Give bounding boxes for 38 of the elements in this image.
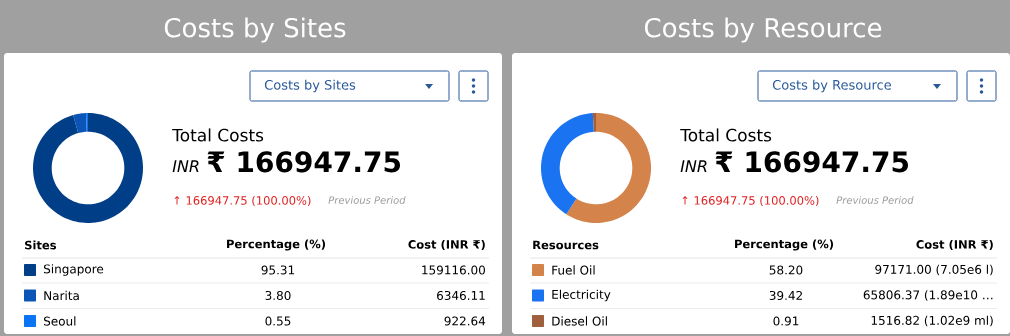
text: 6346.11 bbox=[437, 290, 485, 301]
text: ↑ 166947.75 (100.00%) bbox=[682, 195, 819, 207]
text: 1516.82 (1.02e9 ml) bbox=[871, 315, 993, 327]
text: Previous Period bbox=[328, 196, 406, 204]
text: ↑ 166947.75 (100.00%) bbox=[174, 195, 311, 207]
text: ₹ 166947.75 bbox=[207, 151, 401, 173]
text: Total Costs bbox=[680, 128, 772, 142]
text: ₹ 166947.75 bbox=[715, 151, 909, 173]
data-label: 3.80 bbox=[265, 290, 291, 301]
legend-label: Fuel Oil bbox=[552, 265, 595, 275]
text: 159116.00 bbox=[422, 265, 485, 275]
legend-title: Resources bbox=[533, 240, 599, 250]
text: Percentage (%) bbox=[735, 239, 834, 251]
text: Previous Period bbox=[836, 196, 914, 204]
legend-label: Narita bbox=[44, 290, 79, 301]
legend-title: Sites bbox=[25, 240, 57, 250]
data-label: 58.20 bbox=[769, 265, 803, 275]
text: 65806.37 (1.89e10 … bbox=[863, 290, 993, 301]
legend-label: Singapore bbox=[44, 264, 104, 276]
text: Cost (INR ₹) bbox=[916, 239, 993, 251]
legend-label: Diesel Oil bbox=[552, 316, 607, 326]
chart-title: Costs by Resource bbox=[644, 17, 882, 43]
data-label: 39.42 bbox=[769, 290, 802, 301]
text: INR bbox=[680, 160, 707, 172]
text: 922.64 bbox=[444, 316, 486, 326]
text: INR bbox=[172, 160, 199, 172]
text: Percentage (%) bbox=[227, 239, 326, 251]
text: 97171.00 (7.05e6 l) bbox=[875, 264, 993, 276]
legend-label: Electricity bbox=[552, 289, 611, 302]
chart-title: Costs by Sites bbox=[164, 17, 346, 43]
text: Costs by Resource bbox=[772, 79, 892, 93]
data-label: 0.55 bbox=[265, 316, 291, 326]
data-label: 95.31 bbox=[261, 265, 295, 275]
legend-label: Seoul bbox=[44, 316, 76, 326]
text: Cost (INR ₹) bbox=[408, 239, 485, 251]
text: Total Costs bbox=[172, 128, 264, 142]
text: Costs by Sites bbox=[264, 79, 356, 93]
data-label: 0.91 bbox=[773, 316, 799, 326]
